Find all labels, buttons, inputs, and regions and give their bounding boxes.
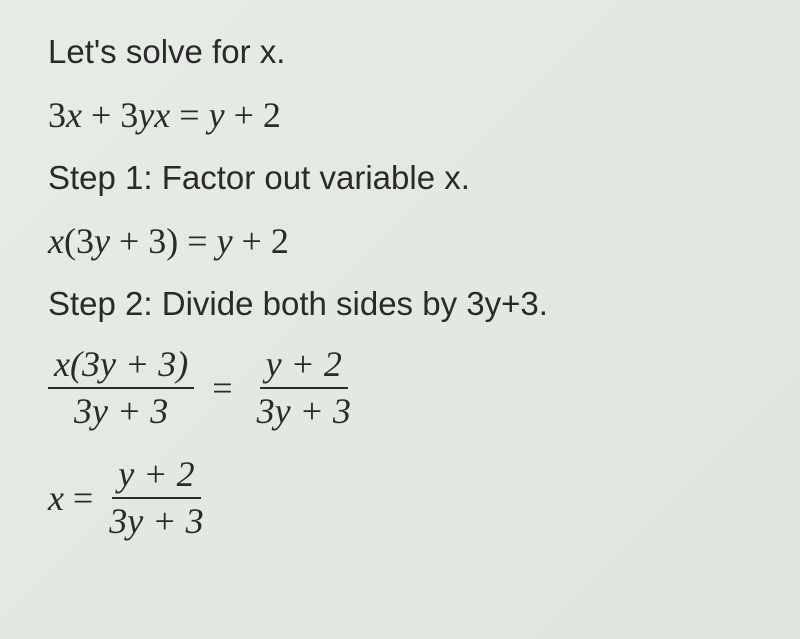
step2-right-denominator: 3y + 3 xyxy=(251,389,357,434)
step2-left-fraction: x(3y + 3) 3y + 3 xyxy=(48,342,194,434)
equals-sign: = xyxy=(208,367,236,409)
intro-text: Let's solve for x. xyxy=(48,28,752,76)
result-numerator: y + 2 xyxy=(112,452,200,499)
step2-left-numerator: x(3y + 3) xyxy=(48,342,194,389)
step1-label: Step 1: Factor out variable x. xyxy=(48,154,752,202)
step2-left-denominator: 3y + 3 xyxy=(68,389,174,434)
step2-right-numerator: y + 2 xyxy=(260,342,348,389)
result-lhs: x = xyxy=(48,477,93,519)
original-equation: 3x + 3yx = y + 2 xyxy=(48,90,752,140)
result-equation: x = y + 2 3y + 3 xyxy=(48,452,752,544)
step2-label: Step 2: Divide both sides by 3y+3. xyxy=(48,280,752,328)
result-fraction: y + 2 3y + 3 xyxy=(103,452,209,544)
step2-right-fraction: y + 2 3y + 3 xyxy=(251,342,357,434)
result-denominator: 3y + 3 xyxy=(103,499,209,544)
step1-math: x(3y + 3) = y + 2 xyxy=(48,216,752,266)
step2-fraction-equation: x(3y + 3) 3y + 3 = y + 2 3y + 3 xyxy=(48,342,752,434)
